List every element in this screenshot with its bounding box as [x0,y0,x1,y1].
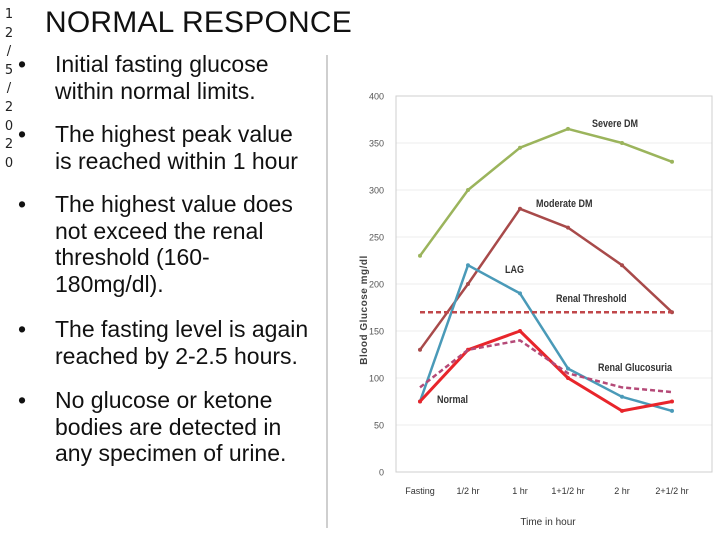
date-char: 2 [4,99,14,115]
data-point [466,188,470,192]
data-point [670,399,674,404]
series-line-moderate-dm [418,207,673,351]
data-point [620,263,624,268]
series-label-severe-dm: Severe DM [592,118,638,130]
y-tick-label: 100 [369,374,384,384]
date-char: 5 [4,62,14,78]
data-point [418,399,422,404]
bullet-text: The fasting level is again reached by 2-… [55,316,309,369]
data-point [466,282,470,286]
y-tick-label: 0 [379,468,384,478]
bullet-dot: • [18,121,27,147]
y-axis-label: Blood Glucose mg/dl [359,255,370,365]
data-point [566,225,570,230]
chart-svg: 0 50 100 150 200 250 300 350 400 Fasting 1/2 hr 1 … [359,92,713,528]
x-tick-label: 1 hr [512,486,528,496]
data-point [418,253,422,258]
data-point [466,263,470,268]
bullet-text: Initial fasting glucose within normal li… [55,51,269,104]
data-point [620,408,624,413]
series-label-renal-threshold: Renal Threshold [556,293,627,305]
glucose-tolerance-chart: 0 50 100 150 200 250 300 350 400 Fasting 1/2 hr 1 … [340,60,718,535]
x-tick-label: Fasting [405,486,435,496]
series-line-renal-glucosuria [419,339,673,394]
data-point [566,376,570,380]
y-axis-ticks: 0 50 100 150 200 250 300 350 400 [369,92,384,478]
y-tick-label: 50 [374,421,384,431]
data-point [518,145,522,150]
data-point [620,394,624,399]
series-line-severe-dm [418,127,673,257]
y-tick-label: 150 [369,327,384,337]
series-label-renal-glucosuria: Renal Glucosuria [598,362,672,374]
y-tick-label: 250 [369,233,384,243]
series-label-normal: Normal [437,394,468,406]
y-tick-label: 400 [369,92,384,102]
date-char: / [6,81,12,97]
bullet-text: No glucose or ketone bodies are detected… [55,387,287,466]
y-tick-label: 200 [369,280,384,290]
slide-title: NORMAL RESPONCE [45,6,352,39]
data-point [418,347,422,352]
date-char: / [6,44,12,60]
data-point [670,408,674,413]
plot-area-frame [395,95,713,473]
date-char: 0 [4,155,14,171]
data-point [670,159,674,164]
date-char: 2 [4,137,14,153]
x-tick-label: 2+1/2 hr [655,486,688,496]
series-line-lag [418,263,673,413]
panel-divider [326,55,328,528]
chart-gridlines [396,95,712,473]
series-lines [418,126,674,413]
x-axis-ticks: Fasting 1/2 hr 1 hr 1+1/2 hr 2 hr 2+1/2 hr [405,486,688,496]
x-tick-label: 1/2 hr [456,486,479,496]
data-point [518,206,522,211]
data-point [518,291,522,296]
series-labels: Severe DM Moderate DM LAG Renal Threshold Re… [437,118,672,406]
date-char: 0 [4,118,14,134]
bullet-dot: • [18,51,27,77]
x-tick-label: 1+1/2 hr [551,486,584,496]
data-point [566,366,570,371]
y-tick-label: 300 [369,186,384,196]
date-char: 2 [4,25,14,41]
series-label-lag: LAG [505,264,524,276]
bullet-text: The highest peak value is reached within… [55,121,298,174]
date-char: 1 [4,7,14,22]
x-tick-label: 2 hr [614,486,630,496]
series-label-moderate-dm: Moderate DM [536,198,593,210]
bullet-dot: • [18,316,27,342]
y-tick-label: 350 [369,139,384,149]
data-point [566,126,570,131]
bullet-dot: • [18,191,27,217]
bullet-dot: • [18,387,27,413]
series-line-normal [418,329,673,413]
x-axis-label: Time in hour [520,517,576,528]
bullet-text: The highest value does not exceed the re… [55,191,293,297]
data-point [518,329,522,333]
slide-date-vertical: 1 2 / 5 / 2 0 2 0 [2,6,16,173]
data-point [620,141,624,145]
